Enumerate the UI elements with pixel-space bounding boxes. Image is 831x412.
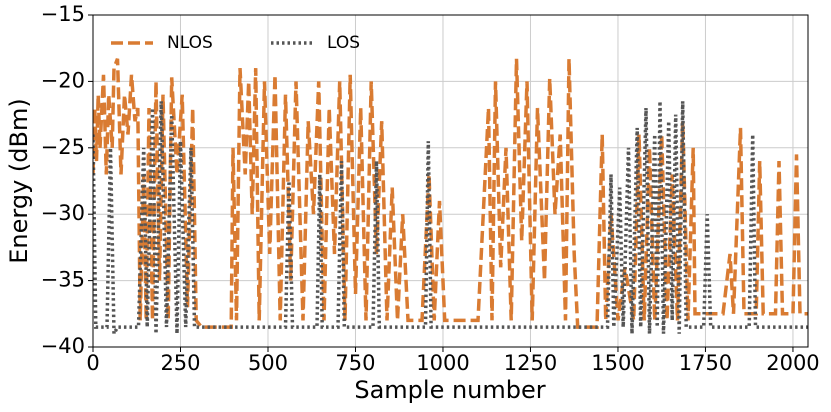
x-tick-label: 1000 (416, 351, 469, 375)
legend-label: NLOS (167, 33, 213, 53)
y-tick-label: −25 (41, 135, 85, 159)
x-tick-label: 750 (335, 351, 375, 375)
y-tick-label: −35 (41, 268, 85, 292)
legend-label: LOS (327, 33, 360, 53)
y-tick-label: −15 (41, 2, 85, 26)
x-tick-label: 2000 (766, 351, 819, 375)
plot-frame (92, 14, 809, 348)
x-tick-label: 1750 (679, 351, 732, 375)
series-line (93, 58, 808, 329)
x-tick-label: 250 (160, 351, 200, 375)
x-tick-label: 1250 (504, 351, 557, 375)
x-tick-label: 0 (86, 351, 99, 375)
x-axis-label: Sample number (354, 376, 545, 404)
x-tick-label: 1500 (591, 351, 644, 375)
series-line (93, 101, 808, 341)
x-tick-label: 500 (248, 351, 288, 375)
y-axis-label: Energy (dBm) (5, 98, 33, 263)
y-tick-label: −20 (41, 68, 85, 92)
y-tick-label: −30 (41, 201, 85, 225)
y-tick-label: −40 (41, 334, 85, 358)
